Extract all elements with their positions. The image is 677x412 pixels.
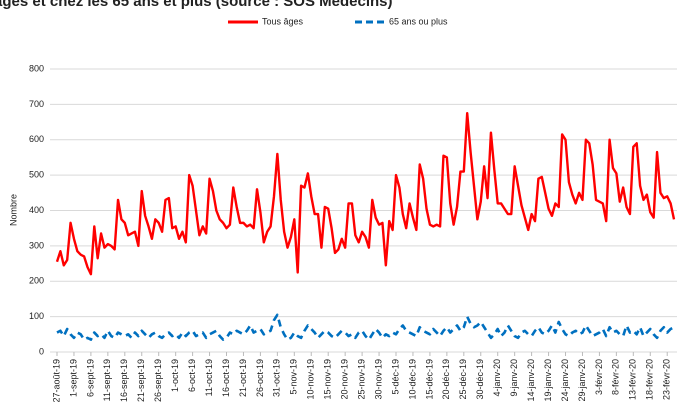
x-tick-label: 1-oct-19 (170, 359, 180, 392)
x-tick-label: 29-janv-20 (577, 359, 587, 402)
x-tick-label: 26-oct-19 (255, 359, 265, 397)
x-tick-label: 1-sept-19 (68, 359, 78, 397)
legend-label: Tous âges (262, 16, 304, 26)
x-tick-label: 30-nov-19 (373, 359, 383, 400)
x-tick-label: 4-janv-20 (492, 359, 502, 397)
x-tick-label: 23-févr-20 (662, 359, 672, 400)
x-tick-label: 21-sept-19 (136, 359, 146, 402)
x-tick-label: 15-nov-19 (323, 359, 333, 400)
x-tick-label: 27-août-19 (51, 359, 61, 403)
x-tick-label: 21-oct-19 (238, 359, 248, 397)
chart-title: âges et chez les 65 ans et plus (source … (0, 0, 392, 10)
x-tick-label: 6-sept-19 (85, 359, 95, 397)
y-tick-label: 300 (29, 240, 44, 250)
y-tick-label: 400 (29, 205, 44, 215)
x-tick-label: 14-janv-20 (526, 359, 536, 402)
line-series (56, 313, 675, 341)
y-tick-label: 700 (29, 99, 44, 109)
y-tick-label: 500 (29, 170, 44, 180)
x-tick-label: 6-oct-19 (187, 359, 197, 392)
y-tick-label: 200 (29, 276, 44, 286)
x-tick-label: 10-déc-19 (407, 359, 417, 400)
x-tick-label: 18-févr-20 (645, 359, 655, 400)
x-tick-label: 5-nov-19 (289, 359, 299, 395)
x-tick-label: 11-sept-19 (102, 359, 112, 401)
y-tick-label: 800 (29, 63, 44, 73)
x-tick-label: 15-déc-19 (424, 359, 434, 400)
x-tick-label: 30-déc-19 (475, 359, 485, 400)
x-tick-label: 31-oct-19 (272, 359, 282, 397)
y-axis-label: Nombre (8, 194, 18, 226)
x-tick-label: 19-janv-20 (543, 359, 553, 402)
x-tick-label: 8-févr-20 (611, 359, 621, 395)
x-tick-label: 25-déc-19 (458, 359, 468, 400)
x-tick-label: 16-oct-19 (221, 359, 231, 397)
y-tick-label: 0 (39, 346, 44, 356)
x-tick-label: 20-déc-19 (441, 359, 451, 400)
x-tick-label: 5-déc-19 (390, 359, 400, 395)
x-tick-label: 13-févr-20 (628, 359, 638, 400)
x-tick-label: 20-nov-19 (340, 359, 350, 400)
line-series (55, 112, 676, 276)
legend-label: 65 ans ou plus (389, 16, 448, 26)
x-tick-label: 16-sept-19 (119, 359, 129, 402)
y-tick-label: 100 (29, 311, 44, 321)
x-tick-label: 24-janv-20 (560, 359, 570, 402)
x-tick-label: 25-nov-19 (356, 359, 366, 400)
x-tick-label: 9-janv-20 (509, 359, 519, 397)
x-tick-label: 11-oct-19 (204, 359, 214, 396)
x-tick-label: 3-févr-20 (594, 359, 604, 395)
y-tick-label: 600 (29, 134, 44, 144)
x-tick-label: 26-sept-19 (153, 359, 163, 402)
x-tick-label: 10-nov-19 (306, 359, 316, 400)
